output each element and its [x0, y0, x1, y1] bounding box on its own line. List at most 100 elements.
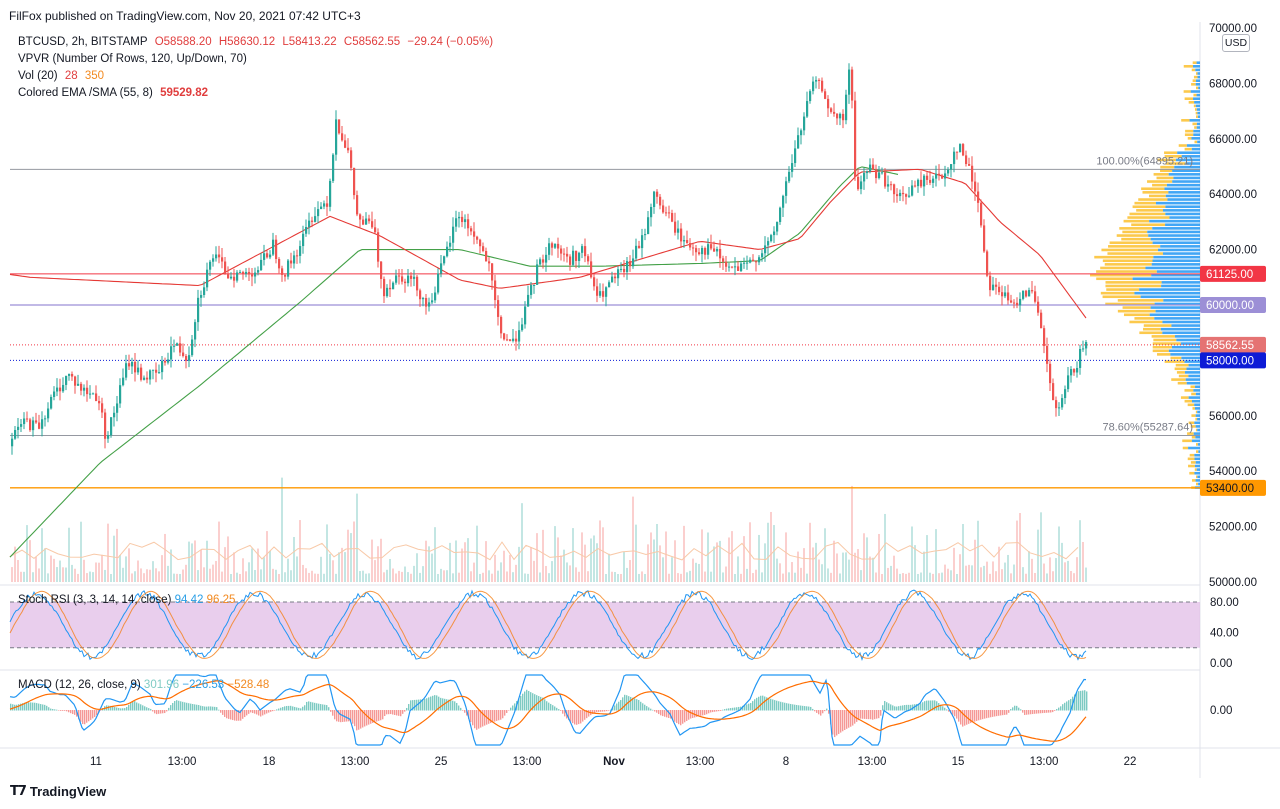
macd-hist-bar: [52, 708, 54, 711]
macd-hist-bar: [986, 710, 988, 719]
candle-body: [647, 217, 650, 235]
volume-legend[interactable]: Vol (20) 28 350: [18, 70, 108, 82]
macd-hist-bar: [576, 710, 578, 725]
volume-bar: [572, 528, 574, 582]
macd-hist-bar: [726, 708, 728, 711]
vpvr-bar: [1116, 234, 1149, 237]
vpvr-bar: [1151, 335, 1175, 338]
candle-body: [62, 384, 65, 392]
macd-hist-bar: [528, 690, 530, 711]
volume-bar: [626, 567, 628, 582]
candle-body: [1007, 292, 1010, 301]
vpvr-bar: [1148, 194, 1166, 198]
vpvr-bar: [1123, 313, 1150, 317]
candle-body: [527, 294, 530, 307]
volume-bar: [365, 573, 367, 582]
candle-body: [869, 164, 872, 172]
currency-button[interactable]: USD: [1222, 34, 1250, 52]
candle-body: [377, 232, 380, 262]
volume-bar: [857, 549, 859, 582]
vpvr-bar: [1141, 187, 1165, 191]
vpvr-bar: [1143, 324, 1172, 327]
candle-body: [407, 275, 410, 284]
macd-hist-bar: [234, 710, 236, 721]
vpvr-bar: [1195, 428, 1198, 432]
vpvr-bar: [1191, 68, 1196, 72]
macd-hist-bar: [244, 710, 246, 718]
macd-hist-bar: [86, 710, 88, 723]
volume-bar: [953, 547, 955, 582]
vpvr-bar: [1195, 83, 1200, 86]
candle-body: [815, 79, 818, 82]
macd-legend[interactable]: MACD (12, 26, close, 9) 301.96 −226.53 −…: [18, 679, 269, 691]
vpvr-bar: [1197, 475, 1200, 479]
candle-body: [44, 418, 47, 420]
volume-bar: [167, 565, 169, 582]
macd-hist-bar: [820, 710, 822, 716]
macd-hist-bar: [292, 706, 294, 711]
stoch-y-tick: 80.00: [1210, 597, 1239, 609]
ema-legend[interactable]: Colored EMA /SMA (55, 8) 59529.82: [18, 87, 212, 99]
macd-hist-bar: [390, 710, 392, 715]
macd-hist-bar: [1056, 708, 1058, 711]
candle-body: [260, 259, 263, 271]
vpvr-bar: [1194, 471, 1200, 475]
macd-hist-bar: [1036, 710, 1038, 714]
price-label-badge: [1200, 479, 1266, 496]
volume-bar: [29, 540, 31, 582]
vpvr-bar: [1193, 389, 1200, 392]
vpvr-bar: [1174, 367, 1187, 371]
macd-hist-bar: [782, 702, 784, 711]
volume-bar: [209, 568, 211, 582]
volume-bar: [158, 571, 160, 582]
volume-bar: [287, 558, 289, 582]
volume-bar: [908, 572, 910, 582]
candle-body: [617, 269, 620, 279]
vpvr-legend[interactable]: VPVR (Number Of Rows, 120, Up/Down, 70): [18, 53, 251, 65]
x-tick-label: 13:00: [513, 756, 542, 768]
macd-hist-bar: [900, 705, 902, 711]
volume-bar: [218, 521, 220, 582]
volume-bars: [11, 477, 1087, 582]
vpvr-bar: [1191, 399, 1200, 403]
candle-body: [797, 135, 800, 149]
candle-body: [53, 391, 56, 397]
volume-bar: [752, 573, 754, 582]
stoch-legend[interactable]: Stoch RSI (3, 3, 14, 14, close) 94.42 96…: [18, 594, 235, 606]
volume-bar: [1055, 558, 1057, 582]
macd-hist-bar: [680, 710, 682, 726]
macd-hist-bar: [562, 710, 564, 714]
macd-hist-bar: [92, 710, 94, 719]
macd-hist-bar: [690, 710, 692, 719]
volume-bar: [1013, 564, 1015, 582]
candle-body: [1064, 389, 1067, 399]
volume-bar: [44, 548, 46, 582]
macd-hist-bar: [232, 710, 234, 721]
macd-hist-bar: [916, 703, 918, 711]
candle-body: [284, 274, 287, 277]
vpvr-bar: [1197, 410, 1200, 414]
volume-bar: [41, 528, 43, 582]
candle-body: [695, 248, 698, 253]
tradingview-logo[interactable]: 𝗧7 TradingView: [10, 784, 106, 799]
vpvr-bar: [1138, 198, 1168, 201]
macd-hist-bar: [254, 710, 256, 714]
macd-hist-bar: [554, 706, 556, 711]
fib-level-label: 100.00%(64895.21): [1096, 155, 1193, 167]
vpvr-bar: [1194, 126, 1197, 129]
symbol-label[interactable]: BTCUSD, 2h, BITSTAMP: [18, 36, 148, 48]
candle-body: [728, 266, 731, 268]
volume-bar: [770, 511, 772, 582]
volume-bar: [395, 573, 397, 582]
macd-hist-bar: [620, 700, 622, 711]
volume-bar: [485, 541, 487, 582]
volume-bar: [521, 503, 523, 582]
volume-bar: [59, 560, 61, 582]
volume-bar: [95, 562, 97, 582]
macd-hist-bar: [1086, 691, 1088, 711]
volume-bar: [941, 572, 943, 582]
candle-body: [194, 322, 197, 340]
candle-body: [839, 113, 842, 119]
volume-bar: [1043, 563, 1045, 582]
